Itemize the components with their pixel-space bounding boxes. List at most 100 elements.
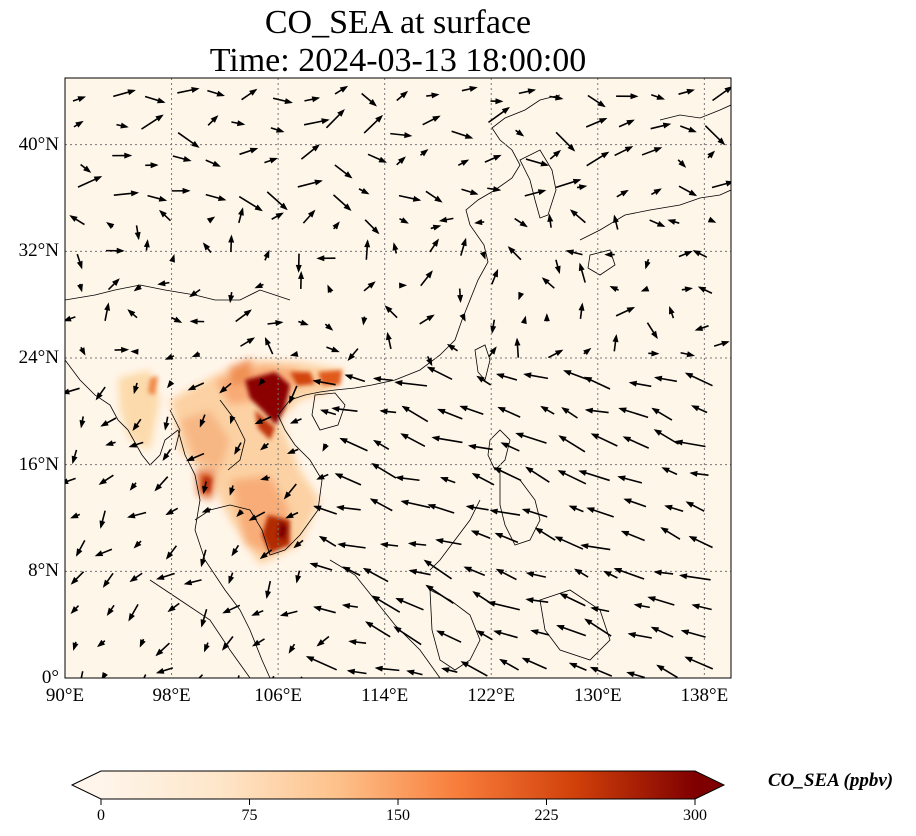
wind-arrow [406, 669, 423, 676]
wind-arrow [495, 568, 517, 581]
wind-arrow [653, 429, 679, 445]
wind-arrow [313, 505, 337, 515]
wind-arrow [128, 604, 139, 622]
wind-arrow [684, 656, 714, 670]
colorbar-tick-label: 225 [534, 807, 559, 824]
wind-arrow [107, 278, 120, 291]
wind-arrow [372, 376, 393, 383]
wind-arrow [499, 658, 519, 671]
wind-arrow [490, 319, 497, 334]
wind-arrow [313, 605, 336, 614]
wind-arrow [640, 285, 650, 292]
wind-arrow [618, 119, 635, 128]
wind-arrow [518, 291, 525, 301]
wind-arrow [713, 340, 730, 347]
wind-arrow [493, 630, 518, 639]
wind-arrow [438, 216, 454, 223]
wind-arrow [515, 432, 547, 444]
wind-arrow [172, 155, 192, 162]
wind-arrow [521, 508, 548, 518]
wind-arrow [79, 416, 86, 429]
wind-arrow [694, 325, 709, 331]
wind-arrow [484, 154, 502, 163]
wind-arrow [342, 566, 361, 577]
wind-arrow [653, 569, 674, 576]
wind-arrow [609, 286, 619, 293]
wind-arrow [205, 193, 227, 202]
wind-arrow [289, 350, 299, 357]
wind-arrow [200, 549, 207, 568]
wind-arrow [305, 656, 338, 671]
wind-arrow [70, 571, 85, 585]
wind-arrow [554, 259, 561, 275]
wind-arrow [154, 476, 169, 492]
wind-arrow [678, 573, 711, 581]
colorbar-ticks [100, 799, 696, 805]
wind-arrow [561, 407, 578, 419]
latitude-tick-label: 8°N [28, 560, 59, 582]
longitude-tick-label: 122°E [467, 685, 516, 706]
wind-arrow [312, 378, 336, 386]
wind-arrow [426, 366, 453, 381]
longitude-tick-label: 114°E [361, 685, 409, 706]
wind-arrow [491, 268, 499, 285]
wind-arrow [361, 92, 377, 107]
wind-arrow [77, 176, 103, 188]
wind-arrow [129, 482, 138, 491]
wind-arrow [260, 442, 269, 451]
wind-arrow [324, 323, 334, 331]
wind-arrow [263, 249, 270, 261]
wind-arrow [145, 162, 159, 169]
wind-arrow [398, 194, 422, 202]
wind-arrow [644, 259, 651, 270]
wind-arrow [344, 374, 366, 383]
wind-arrow [289, 385, 298, 404]
wind-arrow [622, 436, 650, 449]
wind-arrow [507, 246, 522, 261]
wind-arrow [339, 437, 368, 452]
wind-arrow [334, 85, 349, 95]
wind-arrow [385, 331, 392, 350]
wind-arrow [678, 185, 698, 197]
wind-arrow [309, 562, 333, 571]
wind-arrow [465, 504, 489, 511]
wind-arrow [674, 439, 706, 448]
wind-arrow [422, 115, 441, 126]
wind-arrow [400, 499, 431, 509]
wind-arrow [286, 448, 299, 454]
wind-arrow [327, 284, 334, 293]
wind-arrow [651, 407, 673, 421]
wind-arrow [678, 88, 695, 95]
wind-arrow [229, 415, 236, 425]
wind-arrow [420, 270, 433, 287]
wind-arrow [459, 313, 466, 322]
wind-arrow [691, 603, 712, 611]
wind-arrow [235, 309, 252, 323]
latitude-tick-label: 16°N [18, 453, 59, 475]
wind-arrow [419, 149, 429, 157]
wind-arrow [95, 386, 106, 401]
wind-arrow [661, 467, 678, 476]
wind-arrow [156, 572, 175, 580]
wind-arrow [534, 527, 556, 541]
wind-arrow [690, 405, 708, 414]
wind-arrow [365, 621, 391, 638]
latitude-tick-label: 32°N [18, 240, 59, 262]
wind-arrow [650, 626, 674, 638]
wind-arrow [641, 147, 663, 156]
wind-arrow [460, 237, 467, 256]
wind-arrow [574, 568, 589, 578]
wind-arrow [79, 346, 86, 356]
wind-arrow [189, 288, 201, 298]
wind-arrow [165, 507, 179, 516]
wind-arrow [470, 530, 491, 539]
wind-arrow [134, 225, 141, 241]
wind-arrow [649, 219, 666, 227]
wind-arrow [127, 511, 147, 519]
wind-arrow [474, 219, 485, 226]
wind-arrow [97, 639, 106, 648]
wind-arrow [431, 435, 463, 444]
wind-arrow [316, 255, 336, 262]
wind-arrow [189, 318, 205, 325]
wind-arrow [390, 132, 413, 139]
